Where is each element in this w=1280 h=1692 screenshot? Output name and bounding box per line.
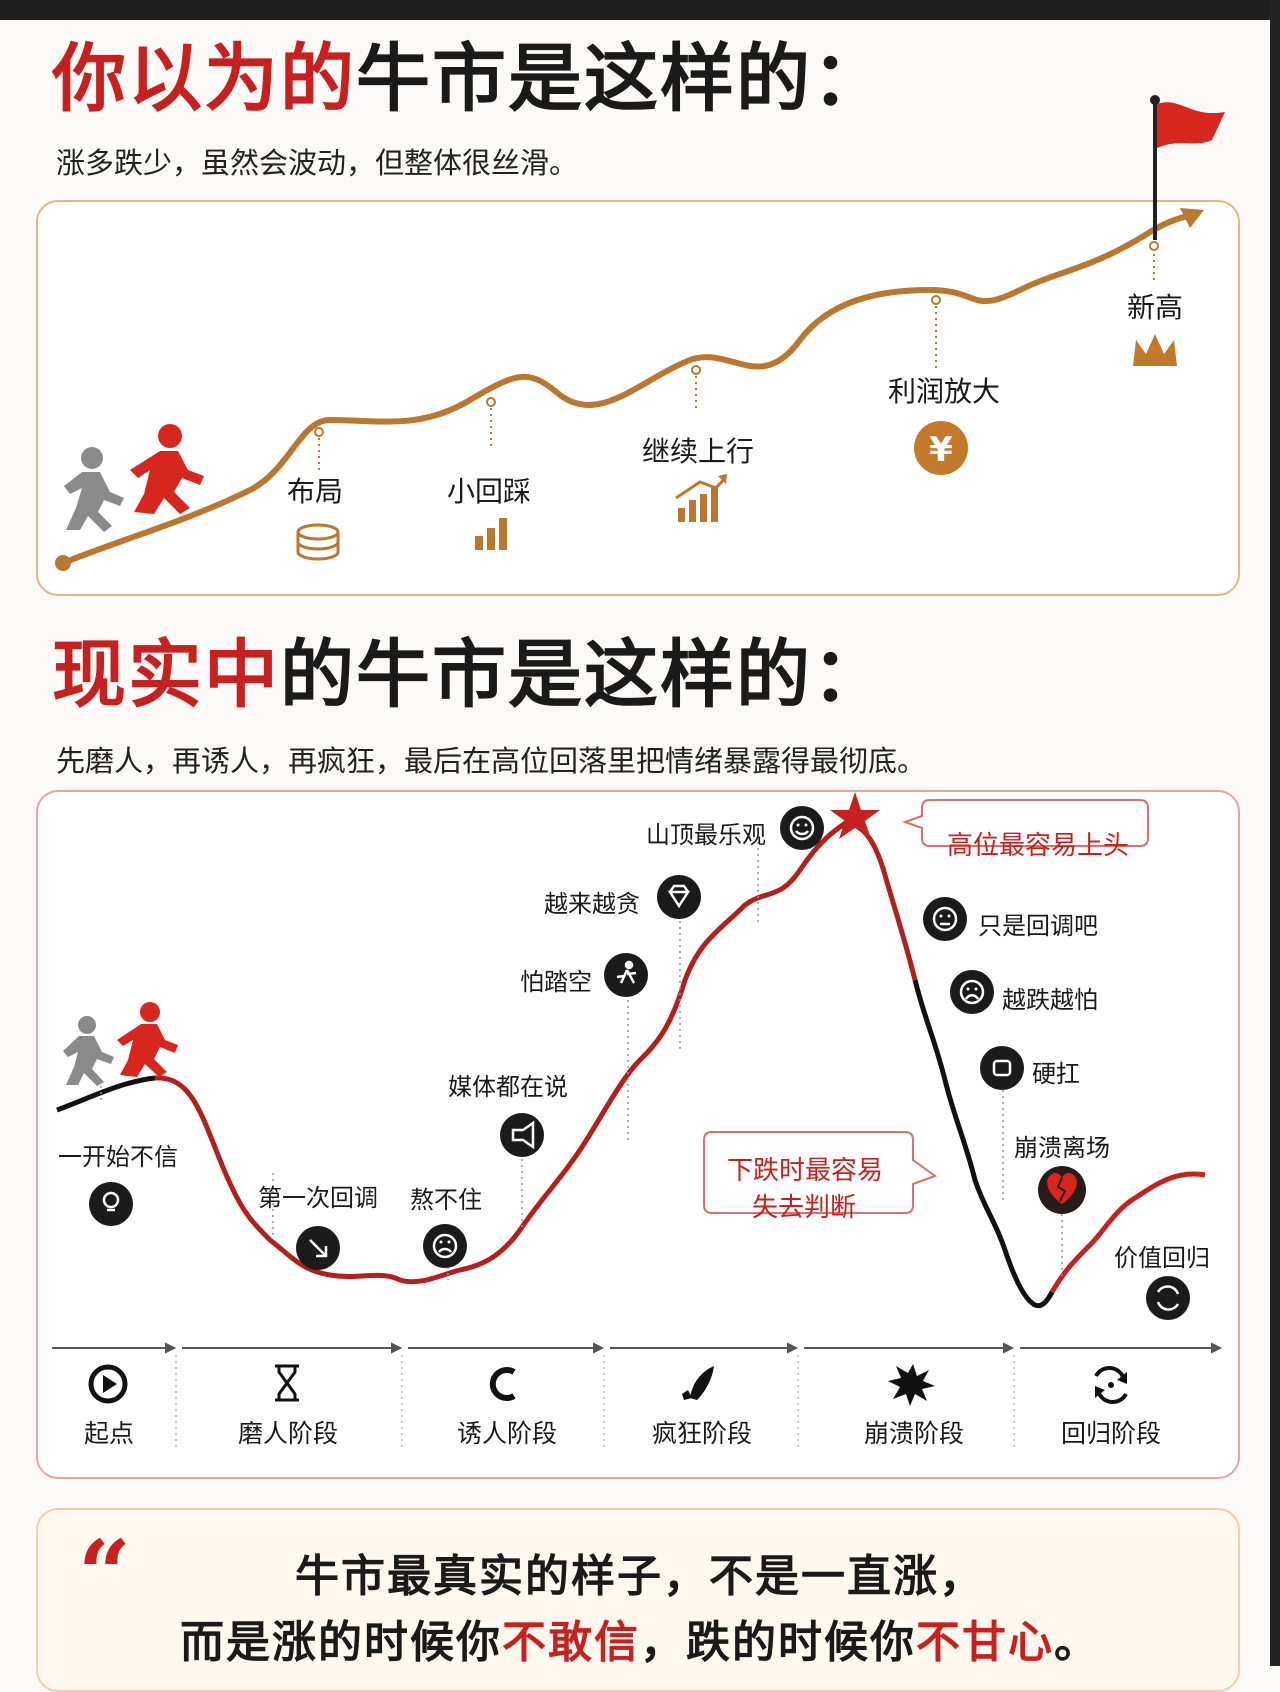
quote-mark-icon: “: [78, 1520, 131, 1628]
runner-red-icon: [130, 424, 204, 514]
neutral-face-icon: [923, 897, 967, 941]
cycle-icon: [1146, 1276, 1190, 1320]
expected-arrowhead: [1180, 208, 1204, 228]
quote-line2-b: ，跌的时候你: [640, 1617, 916, 1668]
section2-title: 现实中的牛市是这样的：: [52, 638, 888, 712]
reality-curve-start: [56, 1075, 156, 1113]
emotion-label: 价值回归: [1114, 1244, 1210, 1272]
svg-text:¥: ¥: [929, 430, 953, 470]
section2-subtitle: 先磨人，再诱人，再疯狂，最后在高位回落里把情绪暴露得最彻底。: [56, 744, 927, 778]
emotion-label: 怕踏空: [520, 968, 592, 996]
diamond-icon: [657, 875, 701, 919]
stage-label: 诱人阶段: [457, 1419, 558, 1448]
quote-line1: 牛市最真实的样子，不是一直涨，: [295, 1551, 985, 1602]
runner-gray-icon: [63, 1016, 114, 1086]
quote-panel: [36, 1508, 1240, 1692]
reality-curve-recovery: [1049, 1171, 1206, 1294]
emotion-label: 熬不住: [410, 1186, 482, 1214]
quote-line2: 而是涨的时候你不敢信，跌的时候你不甘心。: [0, 1606, 1280, 1670]
bar-chart-icon: [475, 518, 507, 550]
refresh-icon: [1094, 1365, 1128, 1405]
rising-chart-icon: [675, 474, 727, 522]
milestone-label: 继续上行: [642, 435, 755, 468]
top-bar: [0, 0, 1280, 20]
coin-stack-icon: [296, 523, 340, 561]
reality-chart: [52, 792, 1223, 1448]
reality-curve-crash: [912, 979, 1055, 1309]
emotion-label: 山顶最乐观: [646, 821, 766, 849]
hourglass-icon: [275, 1364, 299, 1402]
reality-curve: [154, 817, 918, 1285]
start-dot: [55, 555, 71, 571]
emotion-label: 越跌越怕: [1002, 986, 1098, 1014]
emotion-label: 崩溃离场: [1014, 1134, 1110, 1162]
section1-subtitle: 涨多跌少，虽然会波动，但整体很丝滑。: [56, 146, 579, 180]
callout-top-text: 高位最容易上头: [947, 831, 1130, 861]
play-icon: [88, 1364, 128, 1404]
stage-label: 磨人阶段: [238, 1419, 339, 1448]
emotion-label: 硬扛: [1032, 1060, 1080, 1088]
megaphone-icon: [500, 1113, 544, 1157]
stage-label: 起点: [84, 1419, 135, 1448]
expected-chart: ¥: [55, 95, 1225, 571]
section2-title-red: 现实中: [52, 632, 280, 718]
milestone-label: 新高: [1127, 291, 1184, 324]
emotion-label: 只是回调吧: [978, 912, 1098, 940]
sad-face-icon: [423, 1224, 467, 1268]
worried-face-icon: [950, 970, 994, 1014]
callout-mid-bubble: [703, 1131, 938, 1214]
emotion-label: 第一次回调: [258, 1184, 378, 1212]
broken-heart-icon: [1038, 1166, 1086, 1214]
stage-label: 疯狂阶段: [652, 1419, 753, 1448]
section1-title-black: 牛市是这样的：: [356, 36, 888, 122]
emotion-label: 越来越贪: [544, 890, 640, 918]
runner-gray-icon: [64, 447, 124, 532]
section1-title: 你以为的牛市是这样的：: [52, 42, 888, 116]
milestone-label: 小回踩: [447, 475, 532, 508]
smile-face-icon: [780, 806, 824, 850]
expected-curve: [60, 211, 1198, 566]
emotion-label: 媒体都在说: [448, 1073, 568, 1101]
callout-top-bubble: [901, 799, 1149, 847]
explosion-icon: [888, 1364, 935, 1406]
expected-chart-panel: [36, 200, 1240, 596]
stage-label: 回归阶段: [1061, 1419, 1162, 1448]
callout-mid-line2: 失去判断: [752, 1193, 857, 1223]
magnet-icon: [489, 1367, 516, 1401]
lightbulb-icon: [89, 1182, 133, 1226]
fist-icon: [980, 1046, 1024, 1090]
quote-line2-a: 而是涨的时候你: [180, 1617, 502, 1668]
rocket-icon: [682, 1366, 714, 1400]
peak-star-icon: [830, 792, 880, 839]
flag-icon: [1157, 102, 1225, 148]
section2-title-black: 的牛市是这样的：: [280, 632, 888, 718]
quote-line2-c: 。: [1054, 1617, 1100, 1668]
yen-coin-icon: ¥: [914, 421, 968, 475]
quote-highlight-2: 不甘心: [916, 1617, 1054, 1668]
milestone-label: 布局: [287, 475, 344, 508]
section1-title-red: 你以为的: [52, 36, 356, 122]
stage-label: 崩溃阶段: [864, 1419, 965, 1448]
callout-mid-line1: 下跌时最容易: [727, 1156, 884, 1186]
milestone-label: 利润放大: [888, 375, 1001, 408]
crown-icon: [1133, 334, 1177, 366]
quote-highlight-1: 不敢信: [502, 1617, 640, 1668]
runner-red-icon: [117, 1002, 178, 1077]
emotion-label: 一开始不信: [58, 1143, 178, 1171]
reality-chart-panel: [36, 790, 1240, 1479]
right-edge: [1270, 0, 1280, 1666]
